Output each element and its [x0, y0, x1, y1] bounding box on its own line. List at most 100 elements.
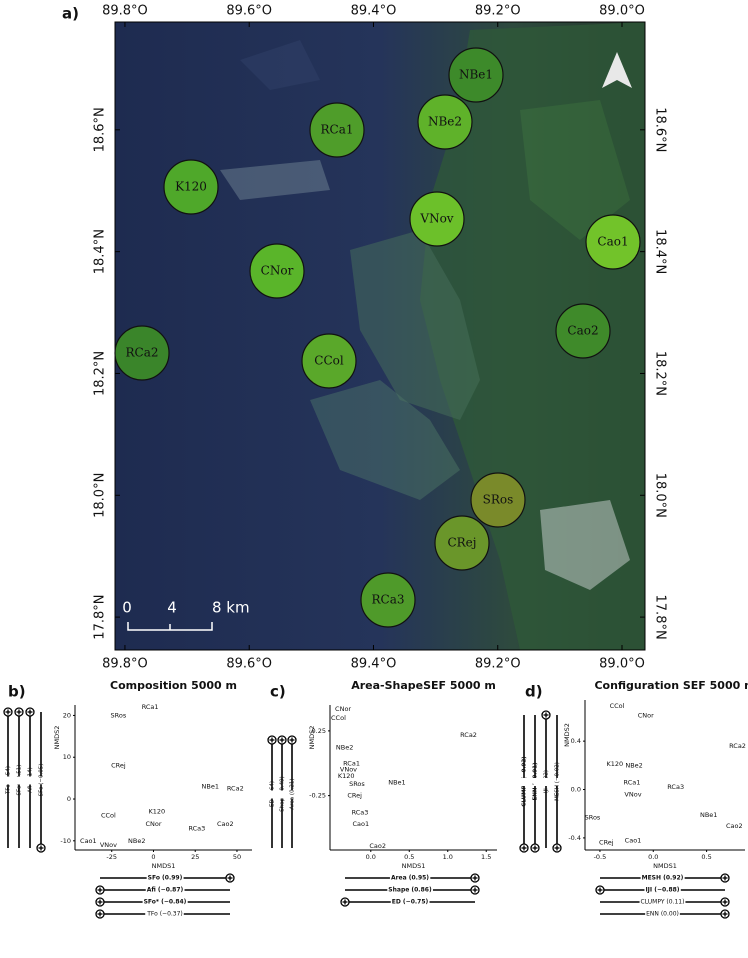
site-buffer: [470, 472, 526, 528]
scale-label: 4: [167, 599, 177, 617]
label-background: [639, 897, 686, 907]
label-background: [275, 790, 309, 799]
point-label: CNor: [145, 820, 161, 828]
vector-label: SFo (−0.05): [39, 764, 45, 797]
site-buffer: [585, 214, 641, 270]
point-label: RCa3: [188, 824, 205, 832]
point-label: CCol: [101, 812, 116, 820]
point-label: CNor: [638, 712, 654, 720]
panel-label: b): [8, 683, 26, 701]
panel-label: c): [270, 683, 286, 701]
x-tick-label: 89.4°O: [351, 657, 397, 672]
vector-label: TFo (−0.37): [146, 911, 183, 918]
x-tick-label: 89.0°O: [599, 657, 645, 672]
x-tick-label: 0.0: [366, 853, 376, 861]
site-buffer: [309, 102, 365, 158]
x-tick-label: -25: [106, 853, 117, 861]
point-label: K120: [607, 760, 624, 768]
point-label: Cao1: [352, 820, 369, 828]
site-label: NBe2: [428, 115, 462, 129]
site-buffer: [163, 159, 219, 215]
point-label: CRej: [111, 762, 126, 770]
panel-label: a): [62, 5, 79, 23]
x-tick-label: 50: [233, 853, 241, 861]
site-label: CNor: [261, 264, 294, 278]
point-label: CRej: [599, 839, 614, 847]
site-label: CRej: [447, 536, 476, 550]
x-tick-label: 0: [151, 853, 155, 861]
vegetation-patches: [220, 22, 645, 650]
point-label: CCol: [331, 714, 346, 722]
y-tick-label: 18.2°N: [93, 351, 108, 396]
site-label: VNov: [419, 212, 453, 226]
x-tick-label: 89.4°O: [351, 4, 397, 19]
point-label: Cao1: [625, 836, 642, 844]
point-label: NBe1: [388, 779, 405, 787]
y-tick-label: 20: [63, 711, 71, 719]
point-label: NBe2: [625, 761, 642, 769]
site-label: RCa3: [371, 593, 404, 607]
point-label: NBe1: [700, 811, 717, 819]
point-label: CCol: [610, 702, 625, 710]
point-label: RCa2: [460, 731, 477, 739]
vector-label: Afi (−0.87): [147, 887, 184, 894]
point-label: Cao1: [80, 837, 97, 845]
y-tick-label: 18.6°N: [93, 107, 108, 152]
point-label: Cao2: [369, 842, 386, 850]
x-tick-label: 89.6°O: [226, 4, 272, 19]
point-label: VNov: [624, 790, 641, 798]
chart-title: Area-ShapeSEF 5000 m: [351, 679, 496, 692]
site-buffer: [114, 325, 170, 381]
x-tick-label: 89.8°O: [102, 657, 148, 672]
point-label: RCa3: [667, 783, 684, 791]
vector-label: ENN (0.00): [646, 911, 679, 918]
label-background: [142, 897, 188, 907]
x-tick-label: 89.8°O: [102, 4, 148, 19]
point-label: K120: [338, 772, 355, 780]
vector-label: SFo (0.99): [148, 875, 183, 882]
y-tick-label: 10: [63, 753, 71, 761]
y-axis-label: NMDS2: [563, 723, 571, 747]
label-background: [644, 885, 681, 895]
site-label: Cao1: [597, 235, 628, 249]
x-tick-label: 0.0: [648, 853, 658, 861]
x-tick-label: -0.5: [594, 853, 607, 861]
site-label: SRos: [483, 493, 514, 507]
label-background: [146, 873, 184, 883]
y-tick-label: 18.2°N: [653, 351, 668, 396]
x-tick-label: 89.2°O: [475, 4, 521, 19]
x-tick-label: 1.5: [481, 853, 491, 861]
point-label: SRos: [349, 780, 365, 788]
vector-label: MESH (−0.02): [555, 762, 561, 801]
label-background: [536, 778, 578, 786]
point-label: RCa1: [343, 759, 360, 767]
y-tick-label: -10: [60, 837, 71, 845]
site-buffer: [555, 303, 611, 359]
point-label: RCa3: [352, 808, 369, 816]
vector-label: MESH (0.92): [642, 875, 684, 882]
vector-label: IJI (−0.88): [645, 887, 679, 894]
panel-label: d): [525, 683, 543, 701]
point-label: Cao2: [726, 822, 743, 830]
label-background: [645, 909, 680, 919]
x-tick-label: 89.6°O: [226, 657, 272, 672]
x-axis-label: NMDS1: [152, 862, 176, 870]
point-label: VNov: [340, 766, 357, 774]
site-label: Cao2: [567, 324, 598, 338]
label-background: [640, 873, 685, 883]
y-tick-label: 0.25: [312, 727, 326, 735]
site-buffer: [360, 572, 416, 628]
point-label: CNor: [335, 705, 351, 713]
y-tick-label: 18.4°N: [93, 229, 108, 274]
x-tick-label: 89.0°O: [599, 4, 645, 19]
label-background: [387, 885, 433, 895]
x-tick-label: 1.0: [443, 853, 453, 861]
site-buffer: [434, 515, 490, 571]
label-background: [145, 909, 184, 919]
chart-title: Composition 5000 m: [110, 679, 237, 692]
point-label: NBe2: [128, 837, 145, 845]
vector-label: Area (0.95): [391, 875, 429, 882]
y-tick-label: -0.25: [309, 792, 326, 800]
y-axis-label: NMDS2: [53, 726, 61, 750]
